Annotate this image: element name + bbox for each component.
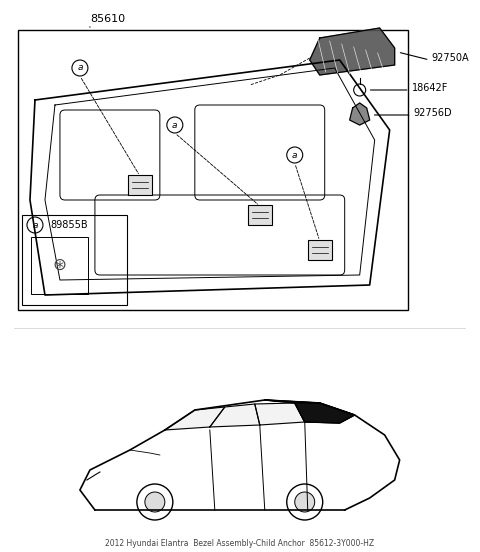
Circle shape [72, 60, 88, 76]
FancyBboxPatch shape [308, 240, 332, 260]
FancyBboxPatch shape [128, 175, 152, 195]
Circle shape [287, 484, 323, 520]
Text: 18642F: 18642F [412, 83, 448, 93]
Polygon shape [295, 403, 355, 423]
FancyBboxPatch shape [248, 205, 272, 225]
Circle shape [287, 147, 303, 163]
Text: a: a [32, 220, 38, 230]
Text: 89855B: 89855B [50, 220, 87, 230]
Circle shape [27, 217, 43, 233]
Text: 2012 Hyundai Elantra  Bezel Assembly-Child Anchor  85612-3Y000-HZ: 2012 Hyundai Elantra Bezel Assembly-Chil… [105, 539, 374, 548]
Polygon shape [210, 404, 260, 427]
Text: a: a [77, 63, 83, 72]
Polygon shape [255, 403, 305, 425]
Circle shape [295, 492, 315, 512]
Polygon shape [165, 407, 225, 430]
Circle shape [137, 484, 173, 520]
Polygon shape [310, 28, 395, 75]
Text: a: a [172, 120, 178, 130]
Text: 92750A: 92750A [432, 53, 469, 63]
Text: 92756D: 92756D [414, 108, 452, 118]
Text: a: a [292, 151, 298, 160]
Text: ⊛: ⊛ [52, 256, 66, 274]
Polygon shape [265, 400, 355, 423]
Circle shape [145, 492, 165, 512]
Text: 85610: 85610 [90, 14, 125, 24]
Polygon shape [350, 103, 370, 125]
Circle shape [167, 117, 183, 133]
Circle shape [354, 84, 366, 96]
